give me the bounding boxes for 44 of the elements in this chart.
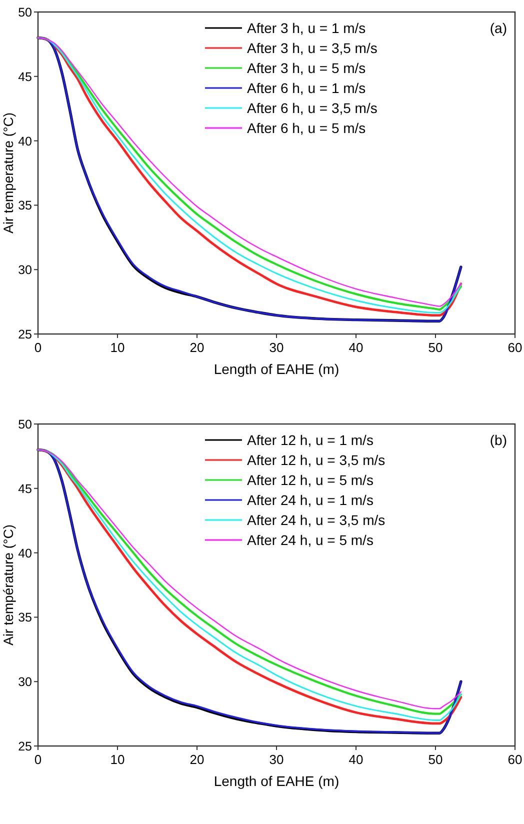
x-tick-label: 50 [428, 340, 443, 355]
x-axis-title: Length of EAHE (m) [214, 773, 340, 789]
legend-label: After 24 h, u = 5 m/s [247, 532, 374, 548]
x-tick-label: 20 [190, 340, 204, 355]
y-tick-label: 40 [18, 134, 32, 148]
legend-label: After 6 h, u = 5 m/s [247, 120, 366, 136]
x-tick-label: 30 [269, 752, 284, 767]
legend-label: After 12 h, u = 1 m/s [247, 432, 374, 448]
legend-label: After 12 h, u = 3,5 m/s [247, 452, 386, 468]
legend-label: After 24 h, u = 1 m/s [247, 492, 374, 508]
annotation: (a) [490, 20, 507, 36]
y-tick-label: 50 [18, 6, 32, 20]
x-tick-label: 40 [348, 340, 364, 355]
y-axis-title: Air température (°C) [1, 524, 16, 646]
y-tick-label: 30 [18, 675, 32, 690]
x-tick-label: 50 [428, 752, 443, 767]
legend-label: After 24 h, u = 3,5 m/s [247, 512, 386, 528]
y-tick-label: 35 [18, 610, 32, 625]
legend-label: After 12 h, u = 5 m/s [247, 472, 374, 488]
y-tick-label: 25 [18, 740, 32, 754]
x-tick-label: 10 [110, 752, 125, 767]
y-tick-label: 35 [18, 198, 32, 213]
y-tick-label: 40 [18, 546, 32, 560]
x-tick-label: 0 [34, 340, 42, 355]
legend-label: After 6 h, u = 3,5 m/s [247, 100, 378, 116]
x-tick-label: 10 [110, 340, 125, 355]
x-tick-label: 30 [269, 340, 284, 355]
legend-label: After 3 h, u = 5 m/s [247, 60, 366, 76]
x-tick-label: 60 [508, 340, 522, 355]
y-tick-label: 45 [18, 482, 32, 496]
x-tick-label: 20 [190, 752, 204, 767]
y-tick-label: 45 [18, 70, 32, 84]
legend-label: After 6 h, u = 1 m/s [247, 80, 366, 96]
y-tick-label: 25 [18, 328, 32, 342]
x-tick-label: 60 [508, 752, 522, 767]
x-axis-title: Length of EAHE (m) [214, 361, 340, 377]
legend-label: After 3 h, u = 3,5 m/s [247, 40, 378, 56]
annotation: (b) [490, 432, 507, 448]
x-tick-label: 0 [34, 752, 42, 767]
x-tick-label: 40 [348, 752, 364, 767]
y-axis-title: Air temperature (°C) [1, 112, 16, 234]
y-tick-label: 30 [18, 263, 32, 278]
y-tick-label: 50 [18, 418, 32, 432]
legend-label: After 3 h, u = 1 m/s [247, 20, 366, 36]
